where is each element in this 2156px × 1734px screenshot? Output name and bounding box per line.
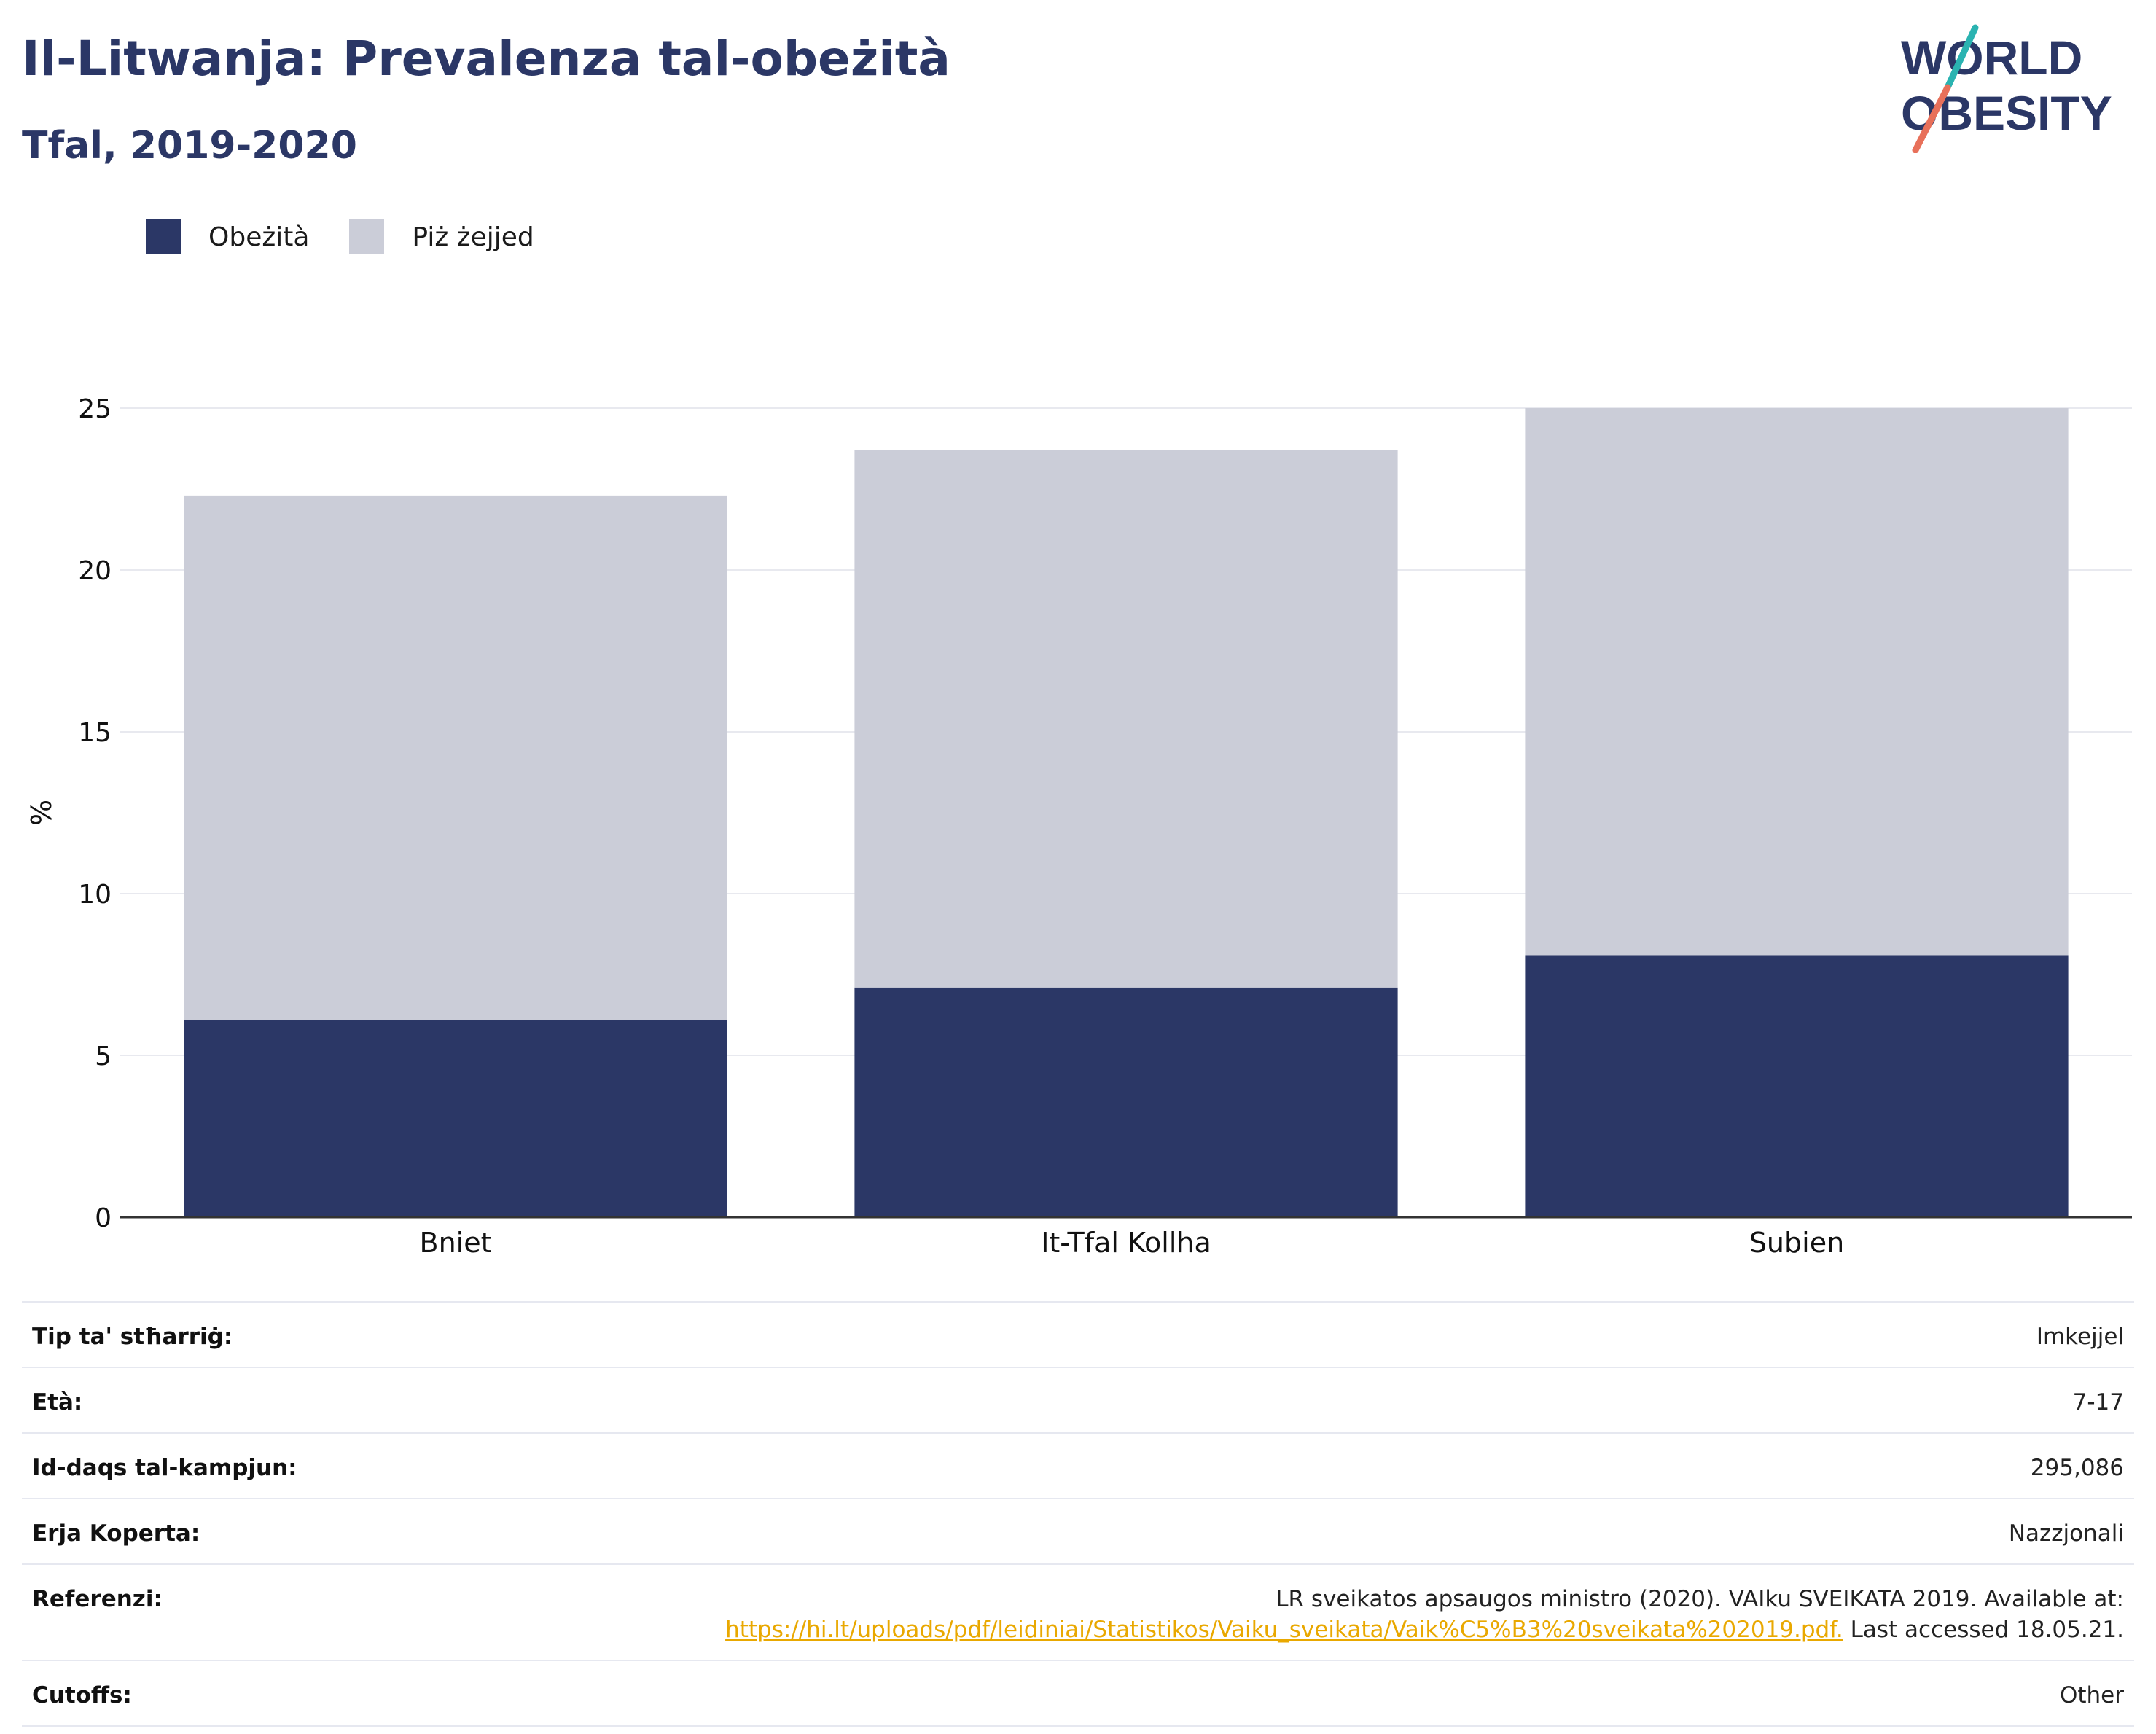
reference-accessed: Last accessed 18.05.21. bbox=[1850, 1617, 2124, 1643]
y-tick-label: 10 bbox=[78, 880, 112, 910]
info-value: Other bbox=[2059, 1682, 2124, 1708]
stacked-bar-chart: 0 5 10 15 20 25% Bniet It-Tfal Kollha Subien bbox=[26, 394, 2132, 1259]
info-label: Età: bbox=[32, 1389, 83, 1415]
legend-label-obesity: Obeżità bbox=[208, 222, 310, 252]
y-tick-label: 25 bbox=[78, 394, 112, 424]
chart-title: Il-Litwanja: Prevalenza tal-obeżità bbox=[22, 31, 950, 87]
y-tick-label: 5 bbox=[95, 1042, 112, 1071]
logo-slash-bottom bbox=[1912, 84, 1951, 153]
info-row-survey-type: Tip ta' stħarriġ: Imkejjel bbox=[22, 1302, 2134, 1367]
bar-overweight bbox=[1525, 408, 2069, 956]
chart-legend: Obeżità Piż żejjed bbox=[146, 215, 574, 259]
info-value: Imkejjel bbox=[2036, 1324, 2124, 1350]
x-tick-label: It-Tfal Kollha bbox=[1041, 1227, 1211, 1259]
info-row-references: Referenzi: LR sveikatos apsaugos ministr… bbox=[22, 1564, 2134, 1660]
info-value-reference: LR sveikatos apsaugos ministro (2020). V… bbox=[375, 1564, 2134, 1660]
info-label: Erja Koperta: bbox=[32, 1520, 200, 1547]
info-row-age: Età: 7-17 bbox=[22, 1367, 2134, 1433]
y-tick-label: 15 bbox=[78, 718, 112, 748]
x-tick-label: Subien bbox=[1749, 1227, 1844, 1259]
y-tick-label: 20 bbox=[78, 556, 112, 586]
logo-line-1: WORLD bbox=[1901, 31, 2082, 85]
bar-overweight bbox=[184, 495, 727, 1020]
info-value: 295,086 bbox=[2030, 1455, 2124, 1481]
info-label: Id-daqs tal-kampjun: bbox=[32, 1455, 297, 1481]
world-obesity-logo: WORLD OBESITY bbox=[1901, 24, 2112, 153]
info-label: Referenzi: bbox=[32, 1586, 163, 1612]
info-value: Nazzjonali bbox=[2008, 1520, 2124, 1547]
legend-item-obesity: Obeżità bbox=[146, 219, 309, 254]
reference-text: LR sveikatos apsaugos ministro (2020). V… bbox=[1276, 1586, 2124, 1612]
reference-link[interactable]: https://hi.lt/uploads/pdf/leidiniai/Stat… bbox=[725, 1617, 1843, 1643]
y-axis-label: % bbox=[26, 800, 58, 826]
bar-obesity bbox=[854, 987, 1398, 1217]
info-value: 7-17 bbox=[2072, 1389, 2124, 1415]
logo-slash-top bbox=[1944, 24, 1979, 91]
bar-overweight bbox=[854, 450, 1398, 988]
bar-obesity bbox=[184, 1020, 727, 1217]
info-row-cutoffs: Cutoffs: Other bbox=[22, 1660, 2134, 1726]
y-tick-label: 0 bbox=[95, 1203, 112, 1233]
info-label: Cutoffs: bbox=[32, 1682, 132, 1708]
survey-info-table: Tip ta' stħarriġ: Imkejjel Età: 7-17 Id-… bbox=[22, 1301, 2134, 1727]
chart-subtitle: Tfal, 2019-2020 bbox=[22, 124, 357, 168]
bar-obesity bbox=[1525, 955, 2069, 1217]
legend-swatch-overweight bbox=[349, 219, 385, 254]
x-tick-label: Bniet bbox=[420, 1227, 492, 1259]
legend-label-overweight: Piż żejjed bbox=[412, 222, 534, 252]
info-label: Tip ta' stħarriġ: bbox=[32, 1324, 233, 1350]
legend-item-overweight: Piż żejjed bbox=[349, 219, 534, 254]
info-row-area-covered: Erja Koperta: Nazzjonali bbox=[22, 1499, 2134, 1564]
legend-swatch-obesity bbox=[146, 219, 181, 254]
info-row-sample-size: Id-daqs tal-kampjun: 295,086 bbox=[22, 1433, 2134, 1499]
